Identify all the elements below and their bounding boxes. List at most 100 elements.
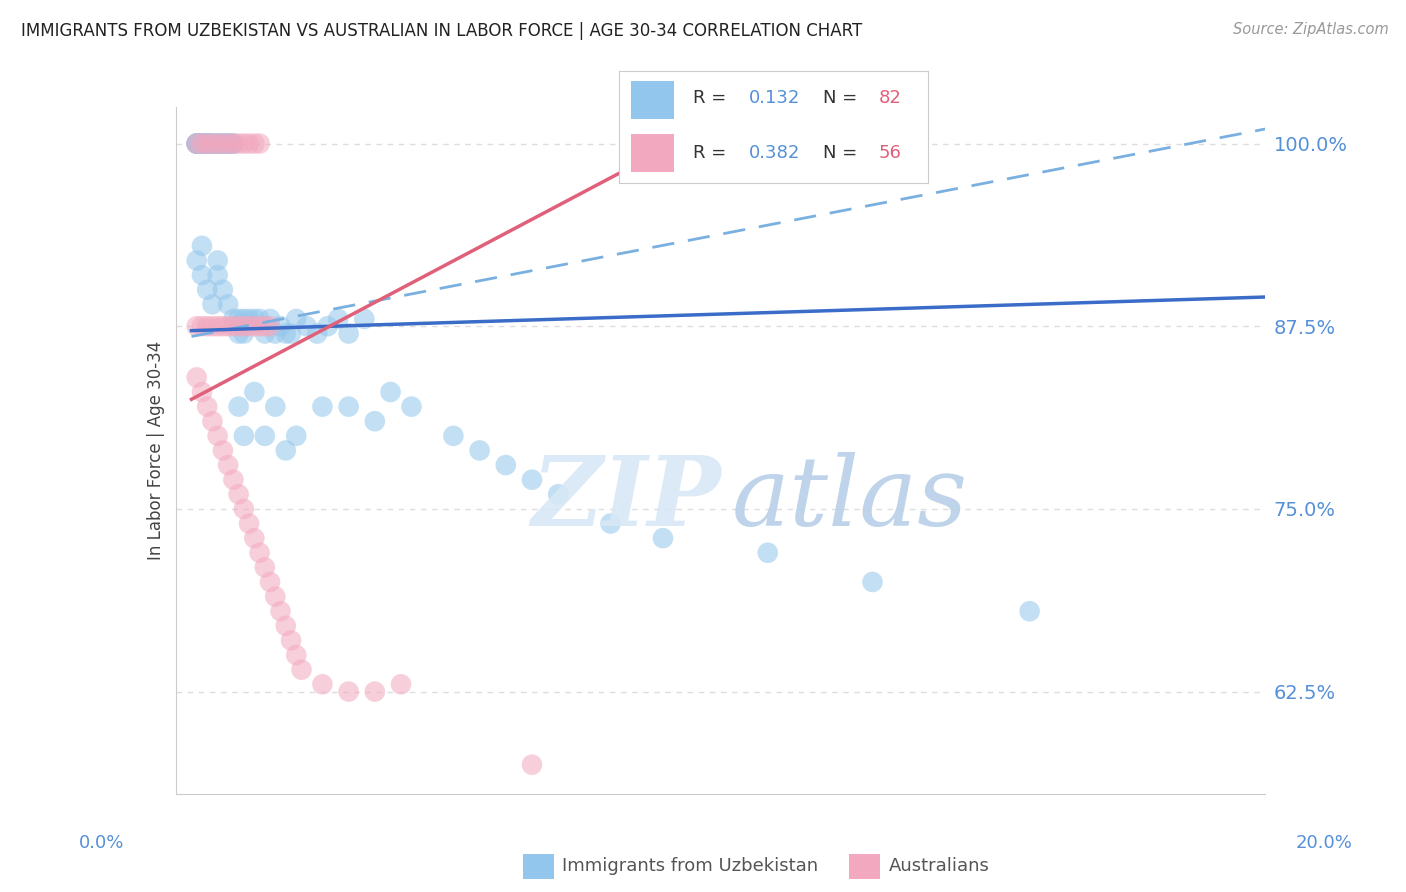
- Point: [253, 560, 276, 574]
- Point: [228, 487, 250, 501]
- Point: [238, 319, 260, 334]
- Point: [862, 574, 884, 589]
- Point: [222, 312, 245, 326]
- Point: [195, 400, 218, 414]
- Point: [217, 136, 239, 151]
- Point: [212, 283, 235, 297]
- Point: [253, 319, 276, 334]
- Text: 56: 56: [879, 144, 901, 161]
- Point: [249, 312, 271, 326]
- Point: [195, 136, 218, 151]
- Text: IMMIGRANTS FROM UZBEKISTAN VS AUSTRALIAN IN LABOR FORCE | AGE 30-34 CORRELATION : IMMIGRANTS FROM UZBEKISTAN VS AUSTRALIAN…: [21, 22, 862, 40]
- Point: [238, 136, 260, 151]
- Point: [191, 136, 214, 151]
- Point: [328, 312, 350, 326]
- Point: [212, 443, 235, 458]
- Point: [1018, 604, 1040, 618]
- Point: [228, 326, 250, 341]
- Point: [249, 319, 271, 334]
- Point: [232, 429, 254, 443]
- Point: [191, 136, 214, 151]
- Point: [264, 590, 287, 604]
- Point: [228, 319, 250, 334]
- Point: [274, 619, 297, 633]
- Point: [520, 473, 543, 487]
- Point: [222, 136, 245, 151]
- Text: atlas: atlas: [731, 451, 967, 546]
- Point: [285, 648, 308, 662]
- Point: [186, 136, 208, 151]
- Point: [201, 136, 224, 151]
- Point: [238, 312, 260, 326]
- Point: [264, 326, 287, 341]
- Point: [599, 516, 621, 531]
- Point: [191, 239, 214, 253]
- Point: [249, 136, 271, 151]
- Point: [217, 136, 239, 151]
- Point: [186, 136, 208, 151]
- Point: [238, 516, 260, 531]
- Point: [195, 319, 218, 334]
- Bar: [631, 134, 675, 171]
- Point: [191, 136, 214, 151]
- Text: 0.382: 0.382: [748, 144, 800, 161]
- Point: [364, 414, 387, 428]
- Point: [212, 136, 235, 151]
- Point: [295, 319, 318, 334]
- Point: [364, 684, 387, 698]
- Text: Immigrants from Uzbekistan: Immigrants from Uzbekistan: [562, 857, 818, 875]
- Point: [191, 268, 214, 282]
- Point: [253, 429, 276, 443]
- Point: [212, 136, 235, 151]
- Point: [756, 546, 779, 560]
- Point: [280, 633, 302, 648]
- Point: [186, 136, 208, 151]
- Point: [201, 136, 224, 151]
- Text: ZIP: ZIP: [531, 451, 721, 546]
- Point: [217, 136, 239, 151]
- Point: [222, 136, 245, 151]
- Point: [285, 312, 308, 326]
- Point: [249, 546, 271, 560]
- Point: [222, 319, 245, 334]
- Text: Source: ZipAtlas.com: Source: ZipAtlas.com: [1233, 22, 1389, 37]
- Point: [195, 136, 218, 151]
- Point: [195, 283, 218, 297]
- Point: [186, 136, 208, 151]
- Point: [186, 136, 208, 151]
- Point: [316, 319, 339, 334]
- Point: [217, 458, 239, 472]
- Point: [274, 443, 297, 458]
- Point: [217, 297, 239, 311]
- Point: [228, 312, 250, 326]
- Point: [259, 312, 281, 326]
- Point: [274, 326, 297, 341]
- Point: [222, 136, 245, 151]
- Point: [401, 400, 423, 414]
- Point: [222, 473, 245, 487]
- Point: [520, 757, 543, 772]
- Point: [547, 487, 569, 501]
- Point: [232, 502, 254, 516]
- Point: [207, 136, 229, 151]
- Point: [285, 429, 308, 443]
- Text: Australians: Australians: [889, 857, 990, 875]
- Point: [228, 400, 250, 414]
- Point: [264, 400, 287, 414]
- Point: [191, 136, 214, 151]
- Point: [195, 136, 218, 151]
- Point: [232, 319, 254, 334]
- Point: [311, 400, 333, 414]
- Point: [337, 400, 360, 414]
- Text: R =: R =: [693, 89, 725, 107]
- Point: [195, 136, 218, 151]
- Point: [207, 136, 229, 151]
- Point: [290, 663, 312, 677]
- Point: [311, 677, 333, 691]
- Text: N =: N =: [823, 89, 858, 107]
- Point: [259, 319, 281, 334]
- Point: [270, 319, 292, 334]
- Text: 20.0%: 20.0%: [1296, 834, 1353, 852]
- Point: [186, 319, 208, 334]
- Point: [207, 136, 229, 151]
